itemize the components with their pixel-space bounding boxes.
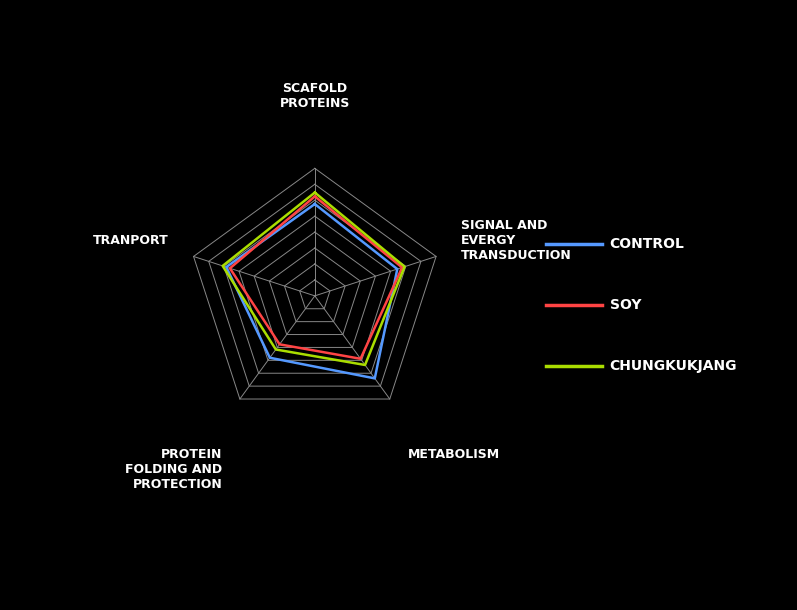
Text: METABOLISM: METABOLISM bbox=[407, 448, 500, 461]
Text: CONTROL: CONTROL bbox=[610, 237, 685, 251]
Text: PROTEIN
FOLDING AND
PROTECTION: PROTEIN FOLDING AND PROTECTION bbox=[125, 448, 222, 491]
Text: SIGNAL AND
EVERGY
TRANSDUCTION: SIGNAL AND EVERGY TRANSDUCTION bbox=[461, 219, 571, 262]
Text: CHUNGKUKJANG: CHUNGKUKJANG bbox=[610, 359, 737, 373]
Text: SCAFOLD
PROTEINS: SCAFOLD PROTEINS bbox=[280, 82, 350, 110]
Text: TRANPORT: TRANPORT bbox=[93, 234, 169, 246]
Text: SOY: SOY bbox=[610, 298, 642, 312]
